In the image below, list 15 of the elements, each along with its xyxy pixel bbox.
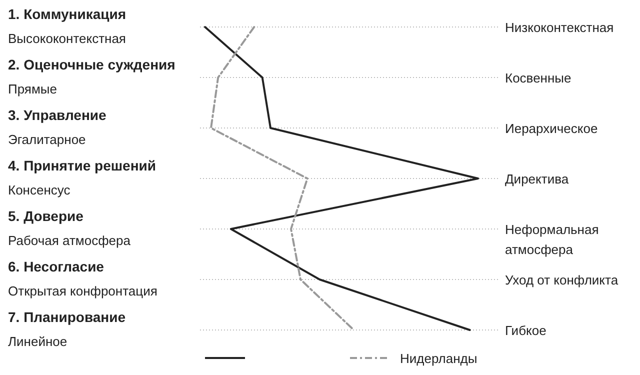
y-tick-label: 1. Коммуникация Высококонтекстная <box>8 6 126 46</box>
y-tick-label: 3. Управление Эгалитарное <box>8 107 107 147</box>
text: Уход от конфликта <box>505 272 619 288</box>
text: Директива <box>505 172 570 186</box>
text: Низкоконтекстная <box>505 20 614 35</box>
text: Гибкое <box>505 323 546 338</box>
text: Иерархическое <box>505 121 598 136</box>
y-tick-label: 5. Доверие Рабочая атмосфера <box>8 208 132 248</box>
y-tick-label: 2. Оценочные суждения Прямые <box>8 56 176 96</box>
text: Косвенные <box>505 70 572 86</box>
y-tick-label: 7. Планирование Линейное <box>8 309 126 349</box>
legend-label: Нидерланды <box>400 351 478 366</box>
y-tick-label: 4. Принятие решений Консенсус <box>8 158 156 198</box>
text: Неформальная атмосфера <box>505 222 599 257</box>
y-tick-label: 6. Несогласие Открытая конфронтация <box>8 258 158 298</box>
